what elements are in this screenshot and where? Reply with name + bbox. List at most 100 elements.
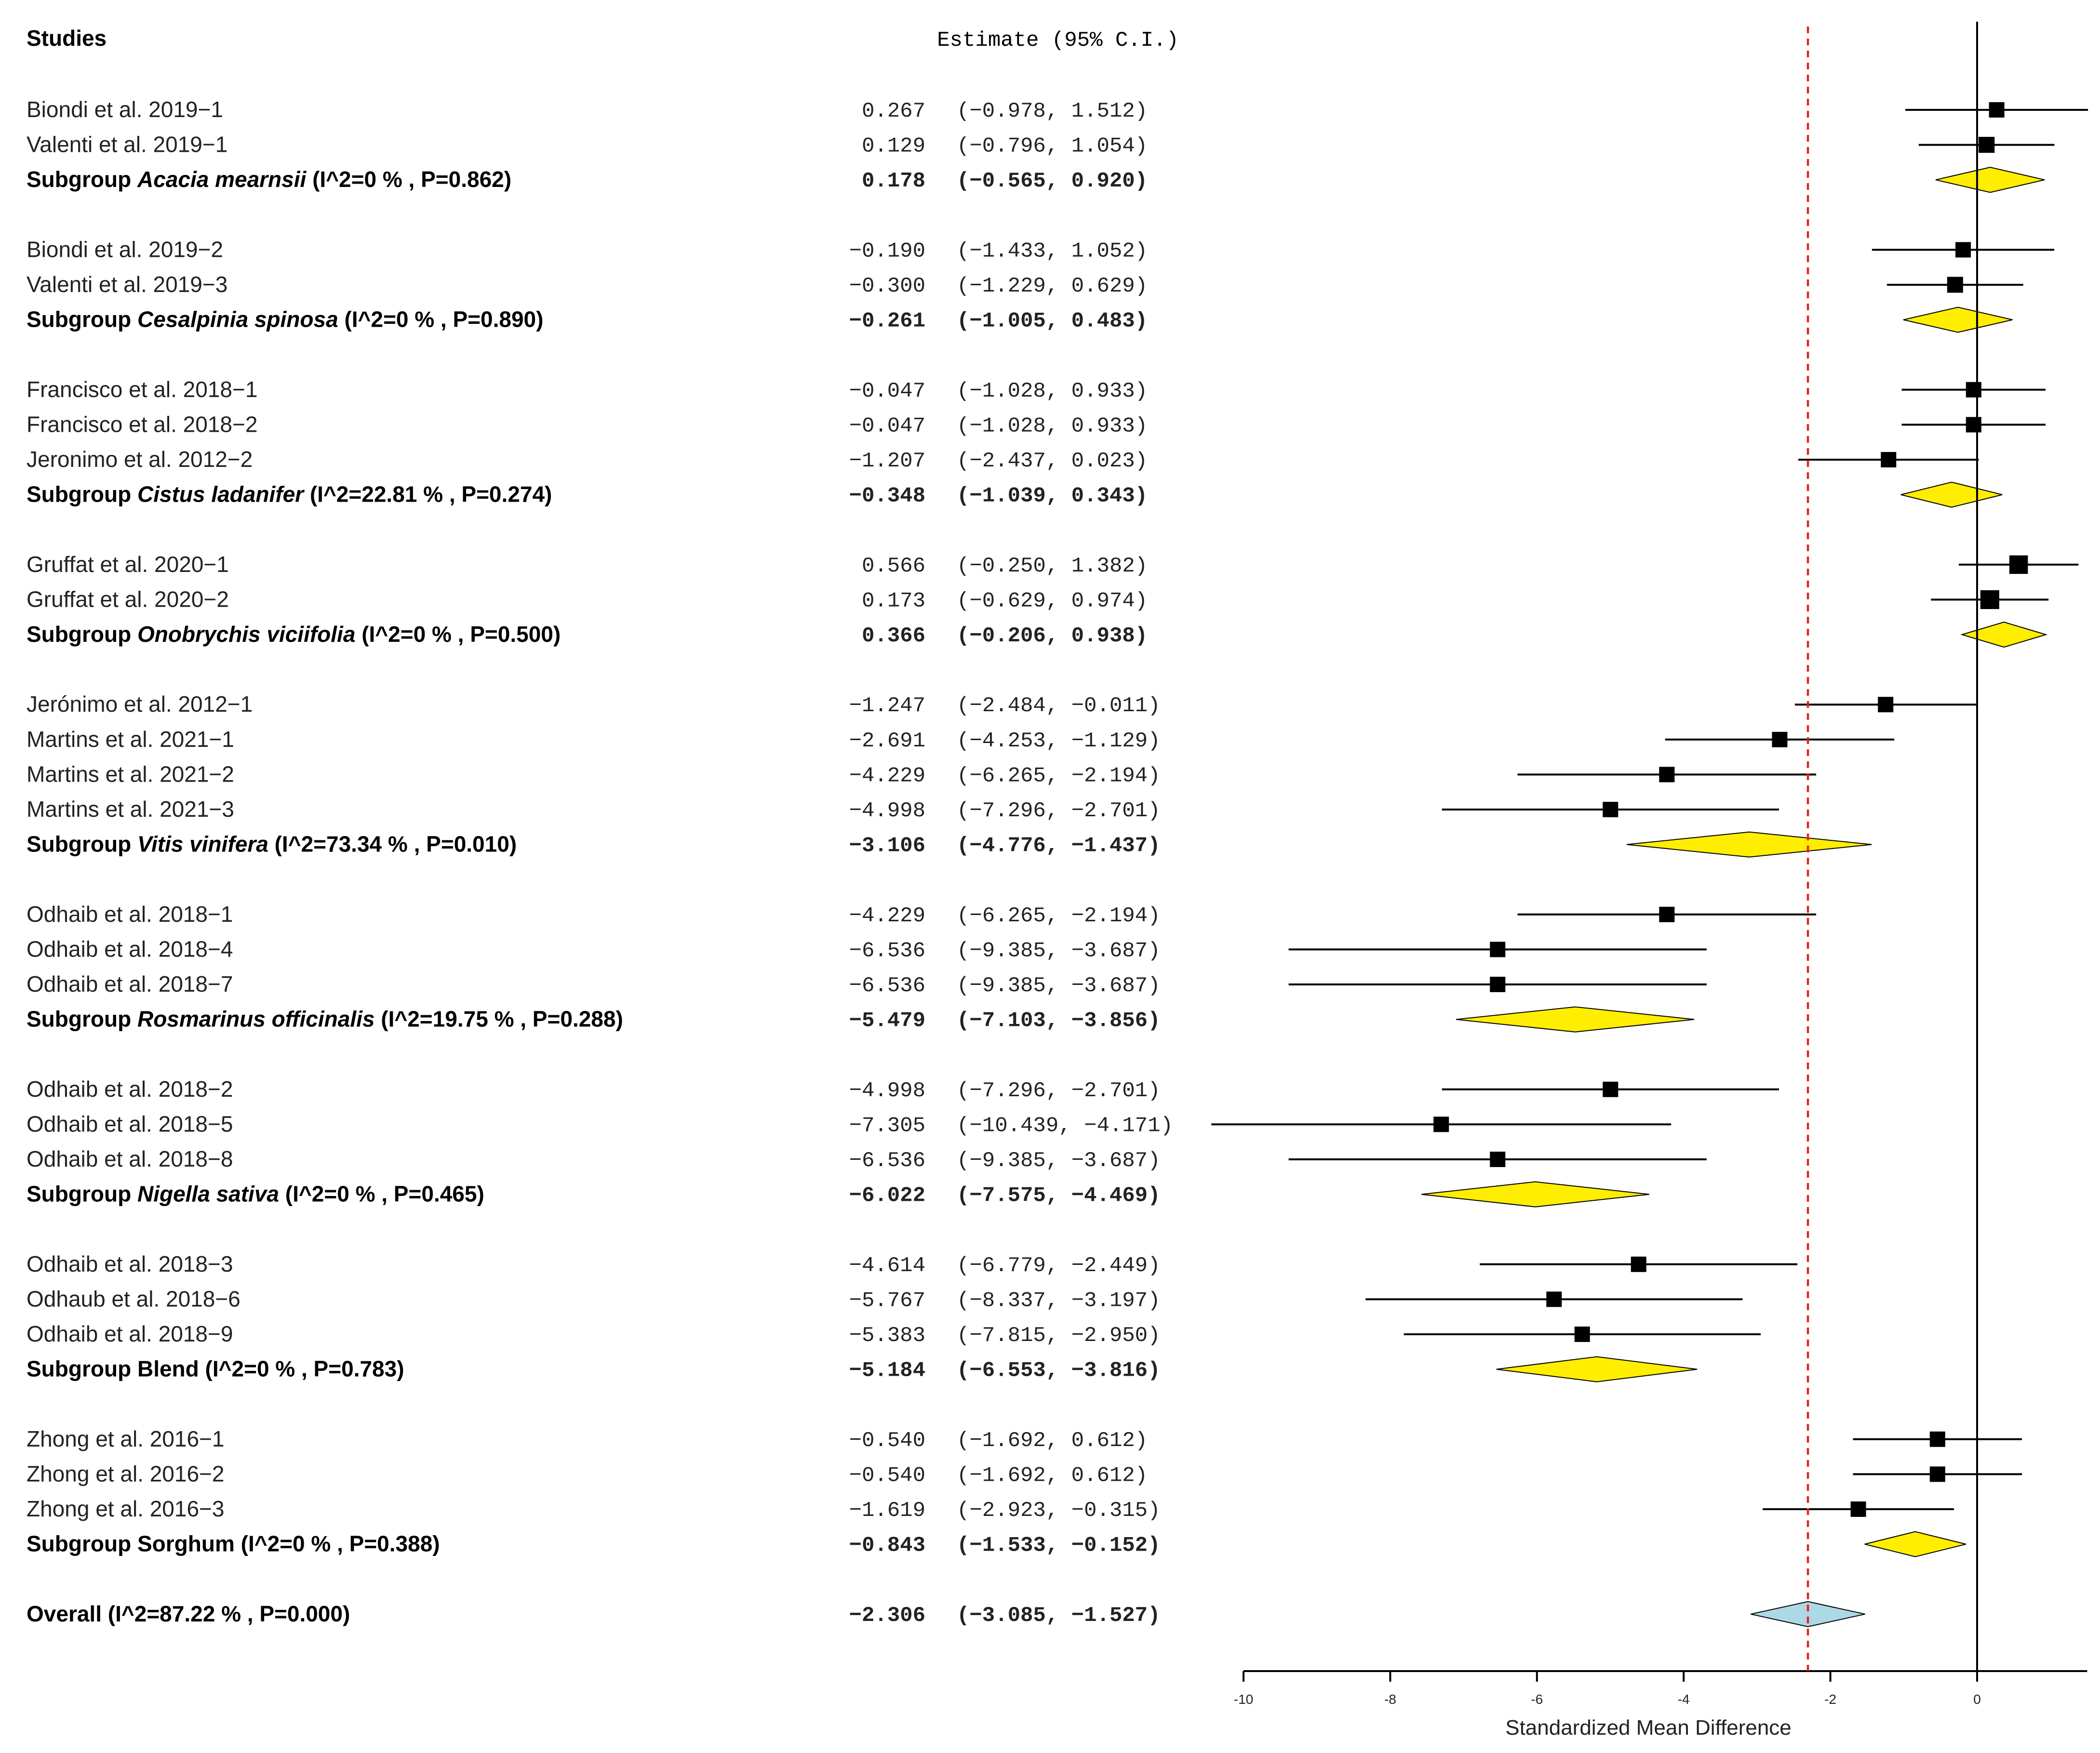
study-estimate: −0.300 <box>849 274 925 298</box>
subgroup-diamond <box>1903 306 2013 333</box>
subgroup-label: Subgroup Acacia mearnsii (I^2=0 % , P=0.… <box>27 167 511 192</box>
point-estimate <box>1878 697 1894 713</box>
study-label: Odhaib et al. 2018−5 <box>27 1111 233 1136</box>
subgroup-prefix: Subgroup <box>27 1356 137 1381</box>
subgroup-ci: (−6.553, −3.816) <box>957 1359 1160 1383</box>
study-ci: (−7.296, −2.701) <box>957 799 1160 823</box>
point-estimate <box>1989 102 2005 118</box>
subgroup-ci: (−4.776, −1.437) <box>957 834 1160 858</box>
subgroup-ci: (−7.575, −4.469) <box>957 1184 1160 1208</box>
subgroup-stats: (I^2=0 % , P=0.862) <box>306 167 511 192</box>
subgroup-ci: (−1.039, 0.343) <box>957 484 1148 508</box>
study-label: Odhaib et al. 2018−1 <box>27 902 233 927</box>
study-label: Odhaub et al. 2018−6 <box>27 1286 241 1311</box>
subgroup-ci: (−0.565, 0.920) <box>957 169 1148 193</box>
point-estimate <box>1574 1327 1590 1342</box>
study-ci: (−4.253, −1.129) <box>957 729 1160 753</box>
study-ci: (−2.923, −0.315) <box>957 1499 1160 1523</box>
study-estimate: 0.566 <box>862 554 925 578</box>
study-estimate: 0.129 <box>862 134 925 159</box>
subgroup-diamond <box>1421 1181 1649 1208</box>
study-label: Francisco et al. 2018−1 <box>27 377 257 402</box>
study-estimate: −7.305 <box>849 1114 925 1138</box>
study-ci: (−0.978, 1.512) <box>957 99 1148 123</box>
x-tick-label: -10 <box>1234 1692 1253 1707</box>
subgroup-prefix: Subgroup <box>27 1531 137 1556</box>
subgroup-label: Subgroup Blend (I^2=0 % , P=0.783) <box>27 1356 404 1381</box>
study-label: Martins et al. 2021−1 <box>27 727 234 752</box>
subgroup-stats: (I^2=0 % , P=0.465) <box>279 1182 484 1207</box>
point-estimate <box>1631 1256 1646 1272</box>
study-label: Biondi et al. 2019−1 <box>27 97 223 122</box>
study-ci: (−1.692, 0.612) <box>957 1429 1148 1453</box>
subgroup-label: Subgroup Vitis vinifera (I^2=73.34 % , P… <box>27 832 517 857</box>
subgroup-estimate: −3.106 <box>849 834 925 858</box>
subgroup-label: Subgroup Rosmarinus officinalis (I^2=19.… <box>27 1007 623 1032</box>
study-ci: (−0.796, 1.054) <box>957 134 1148 159</box>
subgroup-stats: Sorghum (I^2=0 % , P=0.388) <box>137 1531 440 1556</box>
study-ci: (−9.385, −3.687) <box>957 1149 1160 1173</box>
study-label: Odhaib et al. 2018−4 <box>27 936 233 961</box>
study-label: Zhong et al. 2016−1 <box>27 1426 225 1451</box>
subgroup-name: Nigella sativa <box>137 1182 279 1207</box>
study-label: Odhaib et al. 2018−9 <box>27 1321 233 1346</box>
subgroup-estimate: −2.306 <box>849 1604 925 1628</box>
study-estimate: −6.536 <box>849 939 925 963</box>
study-label: Valenti et al. 2019−3 <box>27 272 227 297</box>
study-estimate: −4.229 <box>849 764 925 788</box>
subgroup-prefix: Subgroup <box>27 1182 137 1207</box>
point-estimate <box>1966 382 1981 398</box>
study-ci: (−1.028, 0.933) <box>957 379 1148 403</box>
study-label: Odhaib et al. 2018−2 <box>27 1076 233 1102</box>
study-estimate: −2.691 <box>849 729 925 753</box>
study-label: Gruffat et al. 2020−2 <box>27 586 229 611</box>
subgroup-ci: (−7.103, −3.856) <box>957 1009 1160 1033</box>
rows-layer: Biondi et al. 2019−1 0.267 (−0.978, 1.512)… <box>27 97 2088 1628</box>
study-estimate: 0.267 <box>862 99 925 123</box>
subgroup-stats: (I^2=0 % , P=0.890) <box>338 307 544 332</box>
study-label: Biondi et al. 2019−2 <box>27 237 223 262</box>
point-estimate <box>1603 802 1618 817</box>
subgroup-prefix: Subgroup <box>27 482 137 507</box>
study-label: Martins et al. 2021−3 <box>27 797 234 822</box>
study-label: Valenti et al. 2019−1 <box>27 132 227 157</box>
point-estimate <box>1947 277 1963 293</box>
estimate-header: Estimate (95% C.I.) <box>937 28 1179 53</box>
subgroup-ci: (−1.005, 0.483) <box>957 309 1148 333</box>
study-ci: (−1.229, 0.629) <box>957 274 1148 298</box>
subgroup-prefix: Subgroup <box>27 622 137 647</box>
subgroup-diamond <box>1626 831 1872 858</box>
study-estimate: −0.047 <box>849 414 925 438</box>
subgroup-estimate: −0.843 <box>849 1534 925 1558</box>
subgroup-ci: (−3.085, −1.527) <box>957 1604 1160 1628</box>
study-estimate: −5.767 <box>849 1288 925 1313</box>
subgroup-ci: (−1.533, −0.152) <box>957 1534 1160 1558</box>
subgroup-prefix: Subgroup <box>27 167 137 192</box>
study-estimate: −0.190 <box>849 239 925 263</box>
x-tick-label: -8 <box>1384 1692 1396 1707</box>
subgroup-stats: Blend (I^2=0 % , P=0.783) <box>137 1356 404 1381</box>
subgroup-name: Acacia mearnsii <box>137 167 307 192</box>
study-ci: (−6.779, −2.449) <box>957 1254 1160 1278</box>
point-estimate <box>1659 767 1675 783</box>
subgroup-estimate: −0.261 <box>849 309 925 333</box>
study-ci: (−10.439, −4.171) <box>957 1114 1173 1138</box>
study-ci: (−2.437, 0.023) <box>957 449 1148 473</box>
subgroup-estimate: −5.184 <box>849 1359 925 1383</box>
subgroup-label: Subgroup Onobrychis viciifolia (I^2=0 % … <box>27 622 561 647</box>
subgroup-label: Subgroup Nigella sativa (I^2=0 % , P=0.4… <box>27 1182 484 1207</box>
study-ci: (−0.250, 1.382) <box>957 554 1148 578</box>
study-ci: (−1.433, 1.052) <box>957 239 1148 263</box>
subgroup-name: Cesalpinia spinosa <box>137 307 338 332</box>
study-estimate: −5.383 <box>849 1324 925 1348</box>
subgroup-stats: (I^2=0 % , P=0.500) <box>355 622 561 647</box>
point-estimate <box>1979 137 1995 153</box>
subgroup-estimate: −6.022 <box>849 1184 925 1208</box>
point-estimate <box>1490 1152 1506 1167</box>
study-ci: (−6.265, −2.194) <box>957 764 1160 788</box>
study-label: Odhaib et al. 2018−7 <box>27 971 233 996</box>
point-estimate <box>1881 452 1897 467</box>
subgroup-name: Onobrychis viciifolia <box>137 622 355 647</box>
study-ci: (−7.296, −2.701) <box>957 1079 1160 1103</box>
